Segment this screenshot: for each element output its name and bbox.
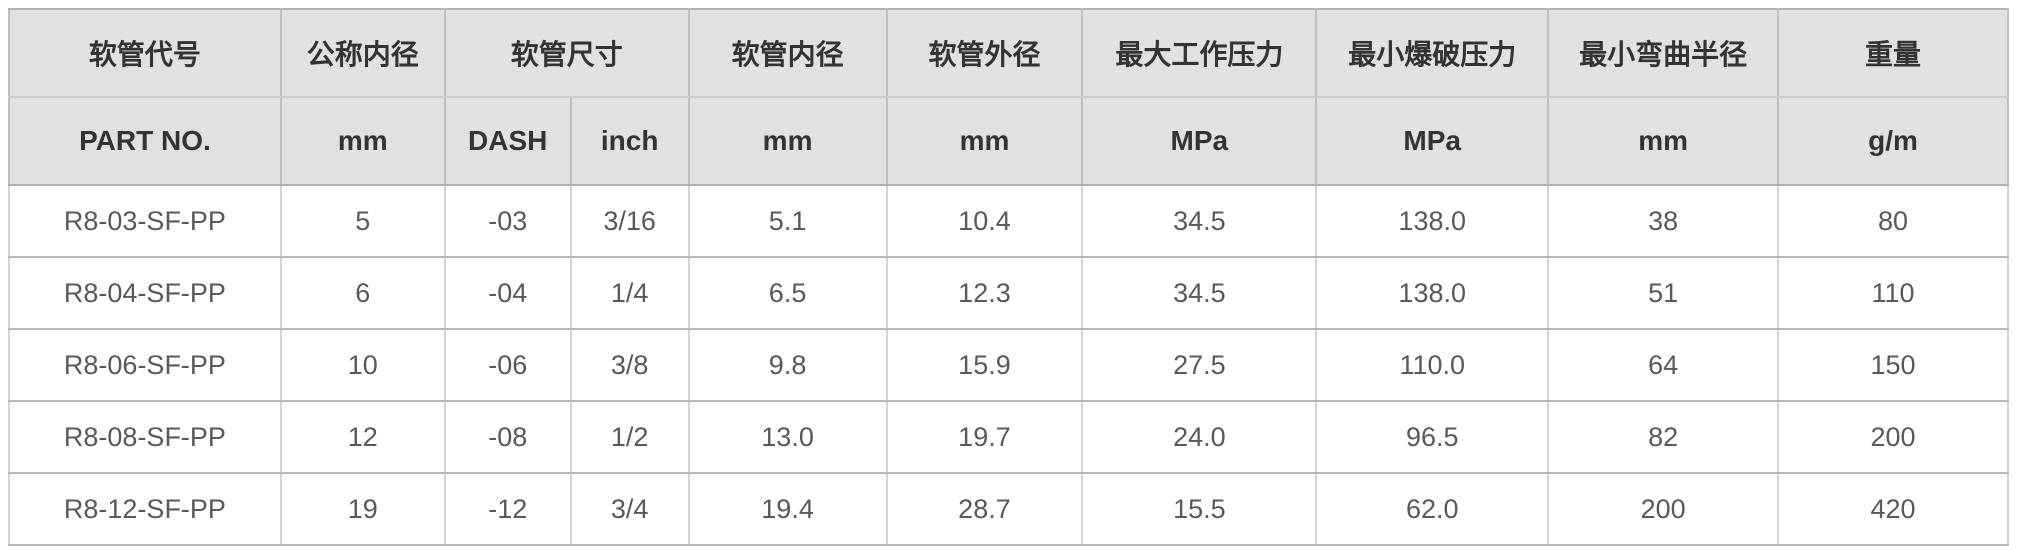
unit-cell-mm: mm — [687, 97, 888, 186]
data-cell: 19.4 — [687, 473, 888, 546]
data-cell: 51 — [1547, 257, 1780, 330]
header-cell-nominal-id: 公称内径 — [279, 8, 446, 98]
data-cell: 5.1 — [687, 185, 888, 258]
unit-cell-part-no: PART NO. — [8, 97, 282, 186]
data-cell: -06 — [443, 329, 572, 402]
data-cell: 27.5 — [1081, 329, 1318, 402]
header-cell-max-working-pressure: 最大工作压力 — [1081, 8, 1318, 98]
data-cell: 38 — [1547, 185, 1780, 258]
data-cell: 96.5 — [1315, 401, 1550, 474]
table-row: R8-03-SF-PP 5 -03 3/16 5.1 10.4 34.5 138… — [8, 185, 2009, 258]
part-no-cell: R8-06-SF-PP — [8, 329, 282, 402]
table-body: R8-03-SF-PP 5 -03 3/16 5.1 10.4 34.5 138… — [8, 185, 2009, 546]
data-cell: 64 — [1547, 329, 1780, 402]
data-cell: 9.8 — [687, 329, 888, 402]
header-cell-min-bend-radius: 最小弯曲半径 — [1547, 8, 1780, 98]
part-no-cell: R8-04-SF-PP — [8, 257, 282, 330]
table-row: R8-12-SF-PP 19 -12 3/4 19.4 28.7 15.5 62… — [8, 473, 2009, 546]
unit-cell-inch: inch — [569, 97, 690, 186]
data-cell: 1/4 — [569, 257, 690, 330]
part-no-cell: R8-08-SF-PP — [8, 401, 282, 474]
data-cell: 3/8 — [569, 329, 690, 402]
data-cell: 200 — [1547, 473, 1780, 546]
data-cell: 138.0 — [1315, 257, 1550, 330]
unit-cell-mpa: MPa — [1081, 97, 1318, 186]
data-cell: -03 — [443, 185, 572, 258]
data-cell: 10 — [279, 329, 446, 402]
data-cell: 13.0 — [687, 401, 888, 474]
data-cell: 3/4 — [569, 473, 690, 546]
data-cell: 138.0 — [1315, 185, 1550, 258]
table-row: R8-08-SF-PP 12 -08 1/2 13.0 19.7 24.0 96… — [8, 401, 2009, 474]
table-row: R8-06-SF-PP 10 -06 3/8 9.8 15.9 27.5 110… — [8, 329, 2009, 402]
header-cell-weight: 重量 — [1777, 8, 2009, 98]
header-cell-min-burst-pressure: 最小爆破压力 — [1315, 8, 1550, 98]
data-cell: 34.5 — [1081, 257, 1318, 330]
data-cell: 1/2 — [569, 401, 690, 474]
data-cell: 6.5 — [687, 257, 888, 330]
header-cell-hose-size: 软管尺寸 — [443, 8, 690, 98]
part-no-cell: R8-12-SF-PP — [8, 473, 282, 546]
unit-cell-mm: mm — [1547, 97, 1780, 186]
data-cell: 110 — [1777, 257, 2009, 330]
data-cell: 420 — [1777, 473, 2009, 546]
data-cell: -12 — [443, 473, 572, 546]
data-cell: 10.4 — [885, 185, 1084, 258]
data-cell: 19 — [279, 473, 446, 546]
data-cell: 150 — [1777, 329, 2009, 402]
hose-spec-table: 软管代号 公称内径 软管尺寸 软管内径 软管外径 最大工作压力 最小爆破压力 最… — [8, 8, 2009, 546]
data-cell: -08 — [443, 401, 572, 474]
data-cell: 80 — [1777, 185, 2009, 258]
data-cell: 19.7 — [885, 401, 1084, 474]
data-cell: -04 — [443, 257, 572, 330]
unit-cell-mm: mm — [885, 97, 1084, 186]
unit-cell-mpa: MPa — [1315, 97, 1550, 186]
table-row: R8-04-SF-PP 6 -04 1/4 6.5 12.3 34.5 138.… — [8, 257, 2009, 330]
data-cell: 12 — [279, 401, 446, 474]
table-header: 软管代号 公称内径 软管尺寸 软管内径 软管外径 最大工作压力 最小爆破压力 最… — [8, 8, 2009, 186]
header-cell-part-no: 软管代号 — [8, 8, 282, 98]
part-no-cell: R8-03-SF-PP — [8, 185, 282, 258]
data-cell: 200 — [1777, 401, 2009, 474]
unit-cell-gm: g/m — [1777, 97, 2009, 186]
header-row-units: PART NO. mm DASH inch mm mm MPa MPa mm g… — [8, 97, 2009, 186]
data-cell: 15.9 — [885, 329, 1084, 402]
data-cell: 110.0 — [1315, 329, 1550, 402]
data-cell: 28.7 — [885, 473, 1084, 546]
header-cell-hose-id: 软管内径 — [687, 8, 888, 98]
data-cell: 15.5 — [1081, 473, 1318, 546]
unit-cell-dash: DASH — [443, 97, 572, 186]
data-cell: 24.0 — [1081, 401, 1318, 474]
data-cell: 34.5 — [1081, 185, 1318, 258]
header-row-chinese: 软管代号 公称内径 软管尺寸 软管内径 软管外径 最大工作压力 最小爆破压力 最… — [8, 8, 2009, 98]
data-cell: 62.0 — [1315, 473, 1550, 546]
data-cell: 82 — [1547, 401, 1780, 474]
header-cell-hose-od: 软管外径 — [885, 8, 1084, 98]
data-cell: 6 — [279, 257, 446, 330]
unit-cell-mm: mm — [279, 97, 446, 186]
data-cell: 12.3 — [885, 257, 1084, 330]
data-cell: 5 — [279, 185, 446, 258]
data-cell: 3/16 — [569, 185, 690, 258]
